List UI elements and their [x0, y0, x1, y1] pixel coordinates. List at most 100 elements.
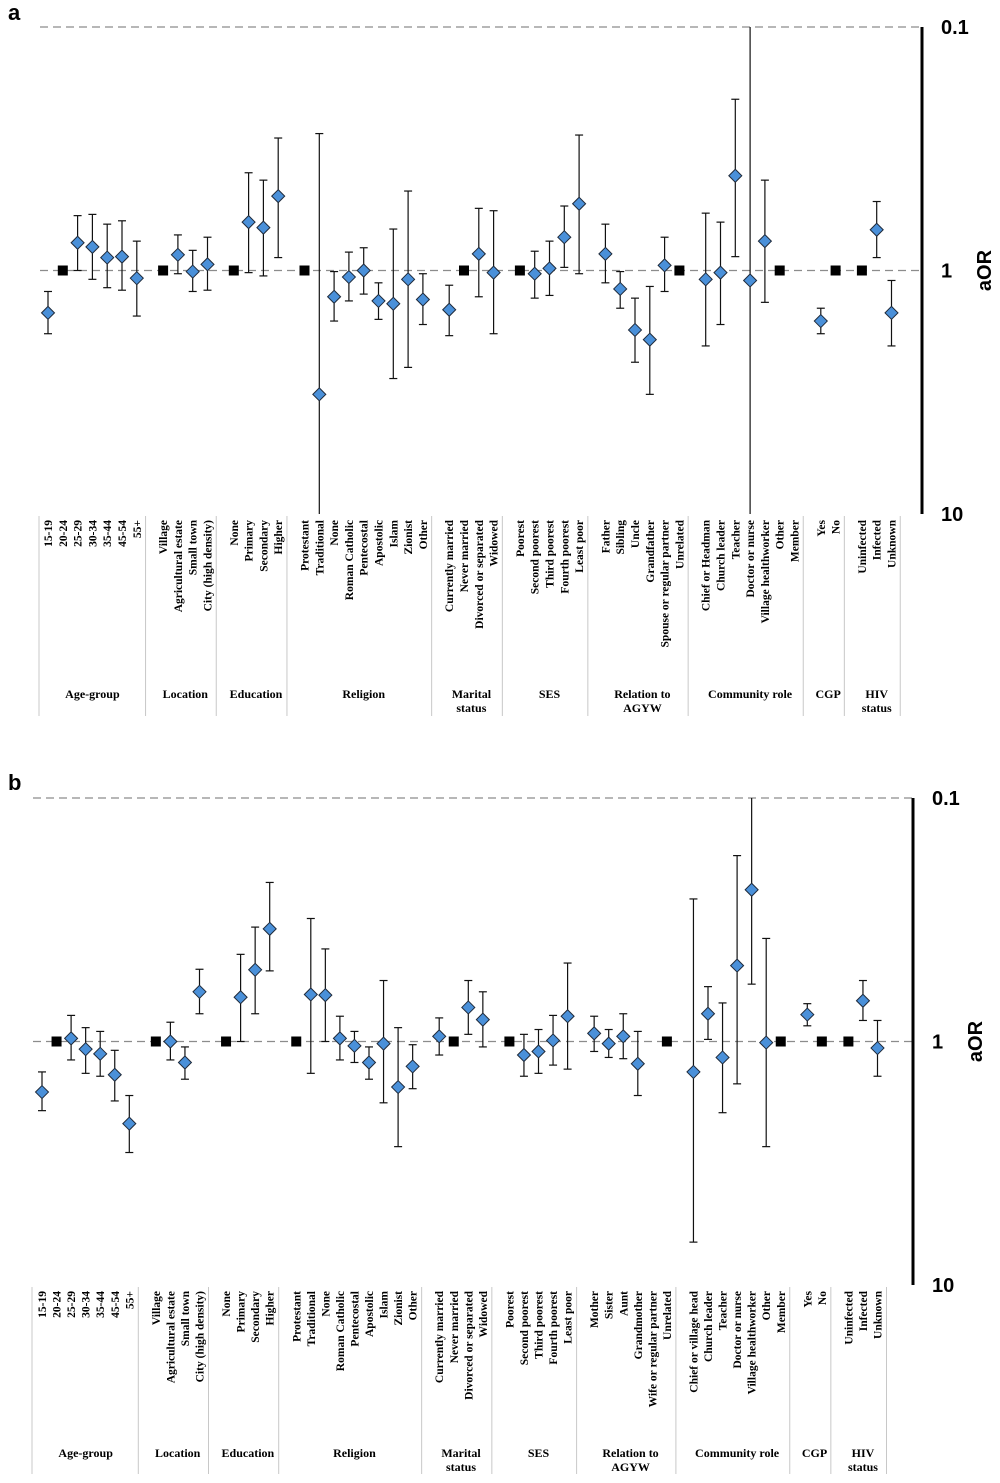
estimate-marker [247, 962, 263, 978]
estimate-marker [742, 273, 758, 288]
group-label: Religion [342, 687, 385, 701]
estimate-marker [390, 1079, 406, 1095]
category-label: Third poorest [545, 520, 557, 588]
category-label: 20-24 [58, 520, 70, 547]
estimate-marker [170, 247, 186, 263]
estimate-marker [386, 296, 401, 311]
estimate-marker [869, 222, 884, 237]
estimate-marker [107, 1067, 122, 1082]
group-label: Relation to [602, 1446, 658, 1460]
category-label: Zionist [393, 1291, 405, 1326]
group-community-role: Chief or village head Church leader Teache… [686, 798, 788, 1460]
category-label: Poorest [504, 1291, 516, 1328]
category-label: Mother [589, 1291, 601, 1328]
estimate-marker [303, 987, 319, 1002]
group-location: Village Agricultural estate Small town City… [158, 234, 215, 701]
category-label: No [817, 1291, 829, 1305]
estimate-marker [516, 1047, 532, 1063]
category-label: Village [151, 1291, 163, 1325]
category-label: None [320, 1291, 332, 1317]
group-religion: Protestant Traditional None Roman Catholic P… [291, 917, 420, 1460]
group-label: Location [163, 687, 209, 701]
group-label: SES [528, 1446, 550, 1460]
category-label: Agricultural estate [173, 520, 185, 612]
group-cgp: Yes No CGP [800, 1003, 829, 1460]
group-education: None Primary Secondary Higher Education [228, 137, 286, 701]
category-label: Village [158, 520, 170, 554]
estimate-marker [200, 257, 215, 272]
category-label: Pentecostal [349, 1291, 361, 1347]
category-label: Wife or regular partner [647, 1291, 659, 1407]
panel-a: a 0.1 1 10 aOR 15-19 20-24 25-29 30-34 35-44 45-54… [8, 0, 996, 716]
category-label: Small town [180, 1290, 192, 1346]
estimate-marker [114, 249, 130, 264]
group-label: AGYW [611, 1460, 650, 1474]
estimate-marker [34, 1084, 50, 1100]
estimate-marker [92, 1046, 108, 1062]
category-label: Zionist [403, 520, 415, 555]
group-age-group: 15-19 20-24 25-29 30-34 35-44 45-54 55+ Age-gro… [34, 1014, 137, 1460]
category-label: Traditional [314, 520, 326, 575]
category-label: None [329, 520, 341, 546]
category-label: Sibling [615, 520, 627, 555]
reference-marker [51, 1036, 62, 1047]
estimate-marker [99, 250, 115, 265]
estimate-marker [85, 239, 100, 255]
y-tick-label: 0.1 [941, 17, 969, 39]
category-label: Divorced or separated [463, 1290, 475, 1399]
estimate-marker [63, 1031, 79, 1046]
estimate-marker [312, 387, 327, 402]
reference-marker [514, 265, 525, 276]
group-label: Community role [695, 1446, 780, 1460]
group-relation-to-agyw: Mother Sister Aunt Grandmother Wife or regul… [586, 1013, 674, 1474]
reference-marker [448, 1036, 459, 1047]
category-label: Uncle [630, 520, 642, 548]
estimate-marker [601, 1036, 616, 1051]
category-label: 55+ [132, 520, 144, 538]
category-label: Yes [802, 1290, 814, 1307]
category-label: Least poor [574, 520, 586, 573]
category-label: 45-54 [110, 1291, 122, 1318]
estimate-marker [642, 332, 658, 347]
category-label: Secondary [258, 520, 270, 572]
estimate-marker [371, 293, 386, 309]
estimate-marker [800, 1007, 815, 1022]
estimate-marker [192, 984, 207, 1000]
estimate-marker [318, 987, 333, 1003]
category-label: Grandfather [645, 520, 657, 583]
estimate-marker [598, 246, 613, 262]
category-label: Other [775, 520, 787, 549]
estimate-marker [758, 1035, 774, 1050]
estimate-marker [729, 958, 745, 973]
estimate-marker [813, 313, 829, 329]
category-label: Infected [858, 1290, 870, 1331]
group-ses: Poorest Second poorest Third poorest Fourth… [504, 962, 575, 1460]
estimate-marker [475, 1012, 491, 1027]
category-label: Pentecostal [359, 520, 371, 576]
category-label: Aunt [618, 1291, 630, 1316]
estimate-marker [78, 1041, 93, 1057]
category-label: Least poor [563, 1291, 575, 1344]
category-label: 45-54 [117, 520, 129, 547]
category-label: Islam [379, 1291, 391, 1319]
category-label: Chief or Headman [701, 519, 713, 611]
estimate-marker [698, 272, 713, 287]
category-label: 55+ [124, 1291, 136, 1309]
group-label: Relation to [614, 687, 670, 701]
category-label: Other [761, 1291, 773, 1320]
estimate-marker [713, 265, 728, 280]
category-label: Unrelated [674, 519, 686, 569]
group-label: status [446, 1460, 476, 1474]
category-label: City (high density) [203, 520, 215, 612]
category-label: Secondary [250, 1291, 262, 1343]
estimate-marker [586, 1026, 602, 1041]
estimate-marker [326, 289, 342, 304]
estimate-marker [177, 1055, 193, 1070]
group-ses: Poorest Second poorest Third poorest Fourth… [514, 134, 587, 701]
reference-marker [459, 265, 469, 276]
estimate-marker [347, 1038, 362, 1054]
estimate-marker [233, 990, 248, 1005]
estimate-marker [400, 272, 416, 287]
category-label: Unrelated [662, 1290, 674, 1340]
